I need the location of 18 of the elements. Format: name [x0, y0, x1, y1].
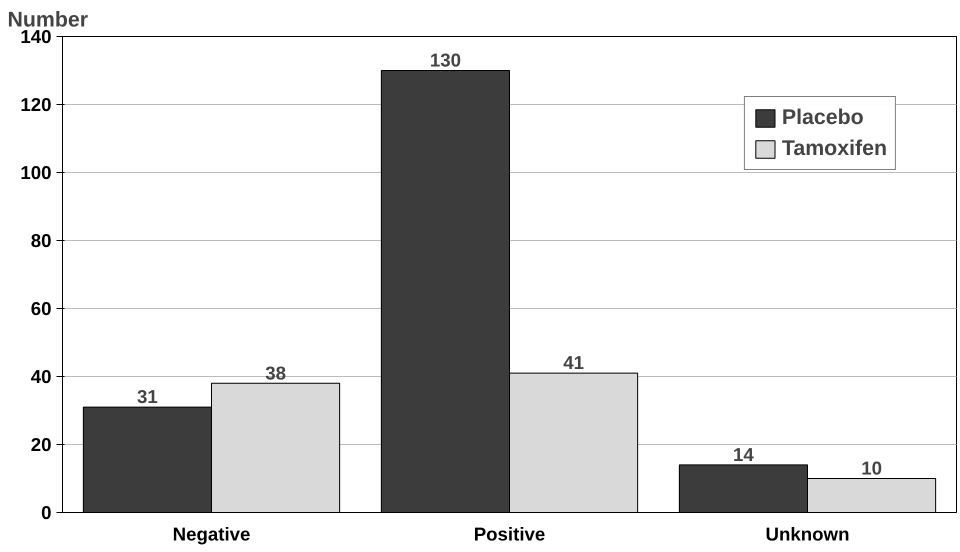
y-tick-label: 100 [20, 162, 52, 183]
y-tick-label: 20 [30, 434, 52, 455]
y-tick-label: 0 [41, 502, 52, 523]
data-label: 10 [861, 458, 882, 478]
x-tick-label: Unknown [766, 524, 850, 544]
x-tick-label: Negative [172, 524, 250, 544]
legend-label: Tamoxifen [782, 136, 887, 161]
y-tick-label: 60 [30, 298, 52, 319]
y-tick-label: 40 [30, 366, 52, 387]
data-label: 130 [430, 50, 462, 70]
data-label: 14 [733, 444, 754, 465]
x-tick-label: Positive [474, 524, 546, 544]
legend-label: Placebo [782, 105, 864, 130]
data-label: 38 [265, 362, 286, 384]
data-label: 41 [563, 352, 584, 374]
data-label: 31 [137, 386, 158, 408]
y-tick-label: 120 [20, 94, 52, 115]
y-tick-label: 80 [30, 230, 52, 251]
